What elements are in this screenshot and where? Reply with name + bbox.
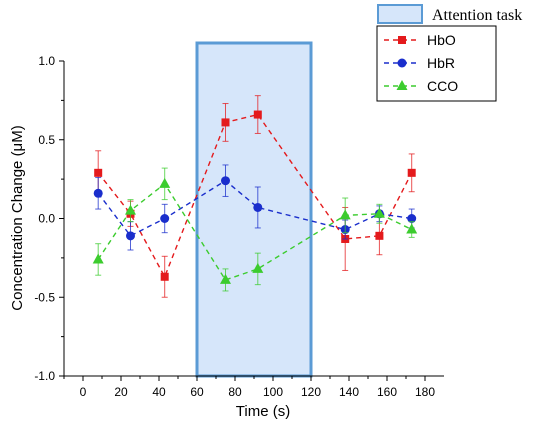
task-legend-swatch — [377, 4, 423, 24]
y-tick-label: -1.0 — [34, 369, 55, 383]
data-point — [94, 168, 103, 177]
legend-item-hbo: HbO — [384, 32, 456, 48]
x-tick-label: 0 — [80, 385, 87, 399]
legend-label: CCO — [427, 78, 458, 94]
x-tick-label: 20 — [114, 385, 128, 399]
data-point — [159, 177, 171, 188]
data-point — [160, 272, 169, 281]
data-point — [125, 204, 136, 215]
task-legend-label: Attention task — [432, 7, 522, 24]
legend-label: HbO — [427, 32, 456, 48]
data-point — [375, 231, 384, 240]
data-point — [252, 262, 264, 273]
series-cco — [92, 167, 418, 292]
x-tick-label: 80 — [228, 385, 242, 399]
data-point — [220, 273, 231, 284]
x-axis-title: Time (s) — [236, 403, 290, 420]
data-point — [221, 118, 230, 127]
y-axis-ticks: -1.0 -0.5 0.0 0.5 1.0 — [34, 54, 64, 383]
x-tick-label: 100 — [263, 385, 283, 399]
x-axis-ticks: 0 20 40 60 80 100 120 140 160 180 — [63, 376, 435, 399]
legend-marker — [397, 58, 407, 68]
data-point — [253, 202, 263, 212]
x-tick-label: 120 — [301, 385, 321, 399]
x-tick-label: 40 — [152, 385, 166, 399]
series-layer — [92, 95, 418, 298]
data-point — [93, 188, 103, 198]
legend-item-cco: CCO — [384, 78, 458, 94]
data-point — [373, 207, 385, 218]
series-hbr — [93, 164, 417, 251]
series-line — [97, 113, 413, 279]
legend-marker — [398, 36, 406, 44]
legend-label: HbR — [427, 55, 455, 71]
data-point — [92, 253, 104, 264]
data-point — [253, 110, 262, 119]
data-point — [126, 231, 135, 241]
data-point — [407, 168, 416, 177]
data-point — [160, 214, 170, 223]
y-tick-label: -0.5 — [34, 290, 55, 304]
x-tick-label: 60 — [190, 385, 204, 399]
legend: HbO HbR CCO — [376, 25, 497, 102]
data-point — [221, 176, 230, 186]
data-point — [406, 223, 418, 234]
y-axis-title: Concentration Change (μM) — [9, 125, 26, 310]
x-tick-label: 140 — [339, 385, 359, 399]
legend-marker — [396, 80, 408, 90]
legend-item-hbr: HbR — [384, 55, 455, 71]
data-point — [339, 209, 351, 220]
y-tick-label: 0.5 — [38, 133, 55, 147]
y-tick-label: 1.0 — [38, 54, 55, 68]
series-line — [97, 182, 413, 281]
x-tick-label: 160 — [377, 385, 397, 399]
x-tick-label: 180 — [415, 385, 435, 399]
y-tick-label: 0.0 — [38, 212, 55, 226]
data-point — [407, 214, 417, 223]
series-line — [97, 179, 412, 237]
task-legend: Attention task — [377, 4, 522, 24]
